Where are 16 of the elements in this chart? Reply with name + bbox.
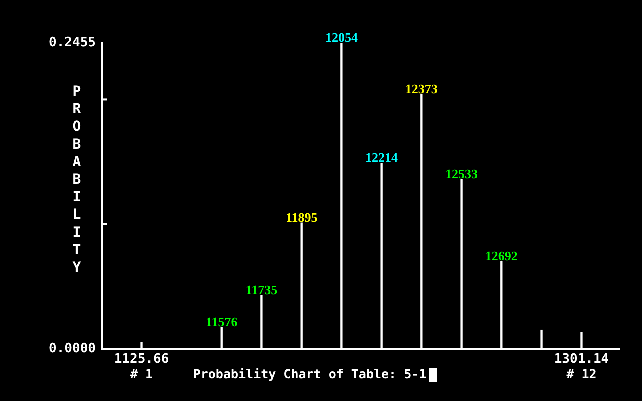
text: Probability Chart of Table: 5-1 [193, 366, 427, 382]
annotation: 12214 [366, 150, 399, 166]
text: # 1 [130, 366, 154, 382]
annotation: 11735 [246, 282, 278, 298]
annotation: 12533 [446, 166, 479, 182]
y-axis-title: PROBABILITY [69, 84, 85, 278]
annotation: 11895 [286, 210, 318, 225]
annotation: 12054 [325, 30, 358, 45]
annotation: 12373 [405, 82, 438, 97]
x-tick-label: 1301.14 [554, 352, 610, 368]
annotation: 11576 [206, 314, 238, 330]
y-tick-label: 0.2455 [49, 35, 96, 50]
x-tick-label: 1125.66 [114, 352, 170, 368]
y-tick-label: 0.0000 [49, 341, 96, 356]
text: # 12 [566, 366, 597, 382]
annotation: 12692 [485, 248, 518, 264]
